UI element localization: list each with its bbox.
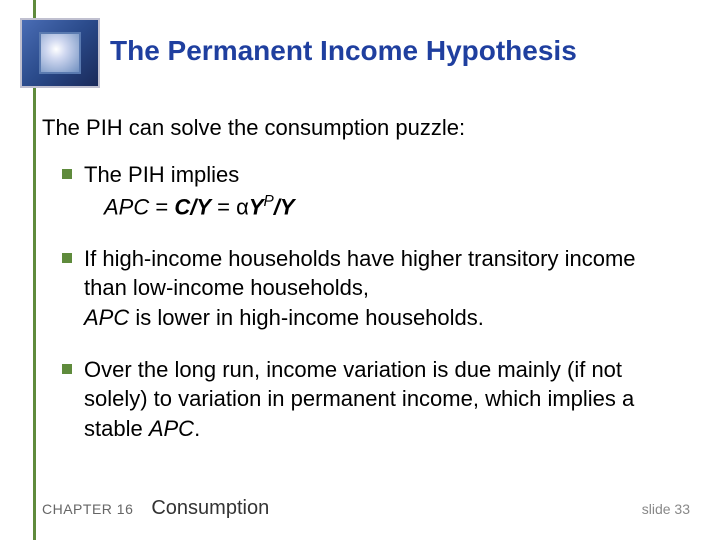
bullet-item: If high-income households have higher tr… [62,244,682,333]
bullet-text: If high-income households have higher tr… [84,244,682,333]
formula-eq1: = [149,194,174,219]
formula-slash-y: /Y [274,194,295,219]
formula-y: Y [249,194,264,219]
footer-left: CHAPTER 16 Consumption [42,497,269,520]
bullet1-formula: APC = C/Y = αYP/Y [84,192,295,222]
slide-footer: CHAPTER 16 Consumption slide 33 [42,497,690,520]
chapter-label: CHAPTER 16 [42,501,133,517]
bullet-square-icon [62,364,72,374]
formula-alpha: α [236,194,249,219]
bullet-square-icon [62,253,72,263]
bullet-text: The PIH implies APC = C/Y = αYP/Y [84,160,295,222]
bullet3-apc: APC [149,416,194,441]
bullet1-line1: The PIH implies [84,162,239,187]
bullet-item: Over the long run, income variation is d… [62,355,682,444]
bullet-list: The PIH implies APC = C/Y = αYP/Y If hig… [62,160,682,466]
bullet-text: Over the long run, income variation is d… [84,355,682,444]
formula-p-superscript: P [264,193,274,210]
slide-number: slide 33 [642,501,690,517]
bullet3-period: . [194,416,200,441]
formula-eq2: = [211,194,236,219]
bullet2-apc: APC [84,305,129,330]
bullet2-part1: If high-income households have higher tr… [84,246,636,301]
slide-decorative-icon [20,18,100,88]
topic-label: Consumption [151,497,269,520]
bullet-square-icon [62,169,72,179]
icon-inner-square [39,32,81,74]
bullet-item: The PIH implies APC = C/Y = αYP/Y [62,160,682,222]
intro-text: The PIH can solve the consumption puzzle… [42,115,465,141]
formula-apc: APC [104,194,149,219]
formula-cy: C/Y [174,194,211,219]
slide-title: The Permanent Income Hypothesis [110,35,577,67]
bullet2-part2: is lower in high-income households. [129,305,484,330]
